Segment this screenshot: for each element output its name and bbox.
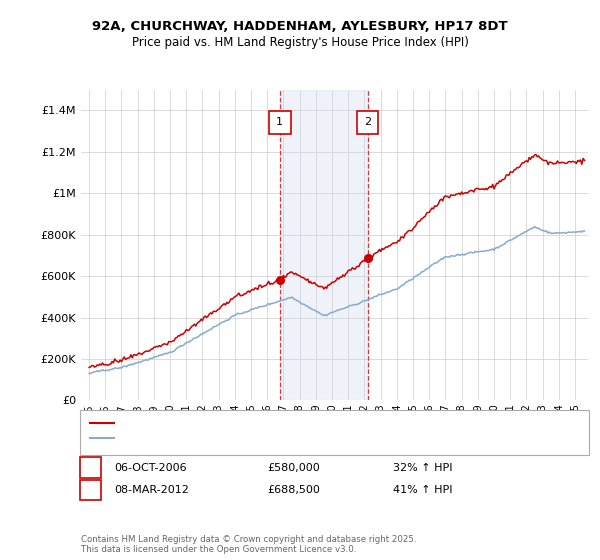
- Text: 08-MAR-2012: 08-MAR-2012: [114, 485, 189, 495]
- Text: HPI: Average price, detached house, Buckinghamshire: HPI: Average price, detached house, Buck…: [118, 433, 384, 444]
- Text: 92A, CHURCHWAY, HADDENHAM, AYLESBURY, HP17 8DT (detached house): 92A, CHURCHWAY, HADDENHAM, AYLESBURY, HP…: [118, 418, 483, 428]
- Text: 2: 2: [87, 485, 94, 495]
- Text: 92A, CHURCHWAY, HADDENHAM, AYLESBURY, HP17 8DT: 92A, CHURCHWAY, HADDENHAM, AYLESBURY, HP…: [92, 20, 508, 32]
- Text: 32% ↑ HPI: 32% ↑ HPI: [393, 463, 452, 473]
- Text: Contains HM Land Registry data © Crown copyright and database right 2025.
This d: Contains HM Land Registry data © Crown c…: [81, 535, 416, 554]
- Text: 2: 2: [364, 118, 371, 128]
- Text: £580,000: £580,000: [267, 463, 320, 473]
- Text: Price paid vs. HM Land Registry's House Price Index (HPI): Price paid vs. HM Land Registry's House …: [131, 36, 469, 49]
- Text: 1: 1: [87, 463, 94, 473]
- Text: 41% ↑ HPI: 41% ↑ HPI: [393, 485, 452, 495]
- Text: 06-OCT-2006: 06-OCT-2006: [114, 463, 187, 473]
- Text: 1: 1: [276, 118, 283, 128]
- Text: £688,500: £688,500: [267, 485, 320, 495]
- Bar: [280, 90, 368, 400]
